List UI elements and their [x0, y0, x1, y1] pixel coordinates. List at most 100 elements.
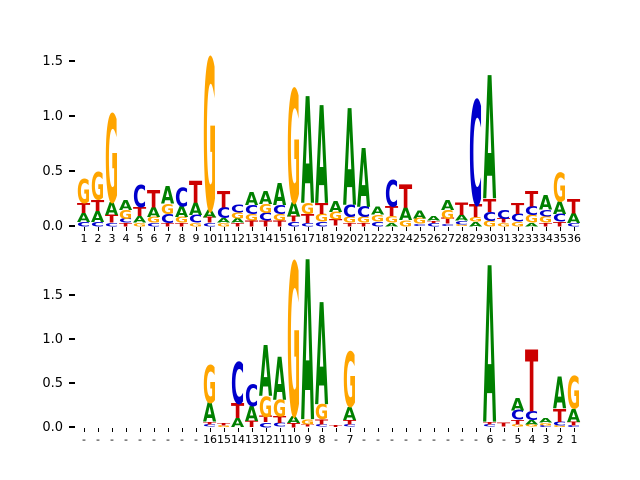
svg-text:G: G: [469, 217, 482, 224]
logo-letter-C: C: [231, 204, 244, 216]
x-tick-mark: [209, 227, 211, 231]
logo-letter-C: C: [427, 222, 440, 227]
svg-text:T: T: [147, 186, 161, 214]
svg-text:G: G: [203, 356, 216, 416]
svg-text:T: T: [259, 415, 273, 425]
logo-letter-A: A: [259, 188, 272, 209]
x-tick-mark: [251, 428, 253, 432]
logo-letter-C: C: [231, 351, 244, 417]
x-tick-mark: [111, 428, 113, 432]
x-tick-mark: [475, 428, 477, 432]
svg-text:A: A: [455, 214, 469, 223]
x-tick-mark: [349, 428, 351, 432]
svg-text:A: A: [343, 404, 356, 425]
svg-text:G: G: [231, 212, 244, 221]
svg-text:T: T: [231, 222, 244, 227]
svg-text:T: T: [259, 219, 273, 228]
svg-text:T: T: [217, 186, 230, 213]
logo-letter-A: A: [119, 197, 133, 213]
x-tick-mark: [167, 227, 169, 231]
logo-letter-C: C: [497, 207, 510, 221]
x-tick-mark: [209, 428, 211, 432]
x-tick-mark: [517, 227, 519, 231]
svg-text:A: A: [203, 398, 217, 428]
y-tick-mark: [69, 426, 75, 428]
svg-text:T: T: [161, 222, 174, 227]
x-tick-label: 13: [245, 432, 259, 446]
x-tick-mark: [531, 428, 533, 432]
logo-letter-C: C: [511, 212, 524, 224]
svg-text:A: A: [147, 204, 161, 220]
svg-text:A: A: [91, 208, 104, 225]
svg-text:T: T: [245, 420, 259, 430]
svg-text:G: G: [343, 338, 356, 425]
logo-letter-C: C: [147, 222, 160, 227]
svg-text:G: G: [511, 424, 524, 428]
x-tick-mark: [223, 227, 225, 231]
svg-text:T: T: [329, 425, 342, 428]
logo-letter-T: T: [525, 334, 538, 432]
logo-letter-C: C: [511, 407, 524, 423]
x-tick-label: 35: [553, 231, 567, 245]
x-tick-mark: [97, 428, 99, 432]
svg-text:G: G: [455, 223, 468, 226]
x-tick-mark: [377, 227, 379, 231]
x-tick-mark: [503, 227, 505, 231]
logo-letter-A: A: [427, 216, 441, 223]
svg-text:C: C: [245, 379, 258, 413]
logo-letter-G: G: [525, 213, 538, 225]
x-tick-label: 27: [441, 231, 455, 245]
logo-letter-C: C: [259, 211, 272, 223]
svg-text:G: G: [525, 213, 538, 225]
x-tick-mark: [391, 227, 393, 231]
logo-letter-T: T: [301, 212, 315, 226]
x-tick-mark: [447, 227, 449, 231]
svg-text:C: C: [357, 204, 370, 221]
svg-text:C: C: [441, 223, 454, 226]
svg-text:C: C: [385, 172, 398, 215]
logo-letter-G: G: [273, 395, 286, 422]
logo-letter-T: T: [329, 218, 343, 228]
logo-letter-C: C: [91, 221, 104, 228]
logo-letter-C: C: [315, 424, 328, 428]
logo-letter-C: C: [175, 183, 188, 213]
logo-letter-A: A: [357, 132, 370, 226]
logo-letter-T: T: [483, 421, 496, 425]
svg-text:T: T: [497, 423, 510, 428]
svg-text:G: G: [189, 222, 202, 227]
logo-letter-A: A: [301, 67, 314, 238]
logo-letter-A: A: [385, 222, 399, 227]
x-tick-label: -: [376, 432, 380, 446]
logo-letter-T: T: [497, 423, 510, 428]
x-tick-label: 1: [80, 231, 88, 245]
x-tick-mark: [195, 227, 197, 231]
svg-text:C: C: [273, 203, 286, 217]
x-tick-label: 7: [346, 432, 354, 446]
logo-letter-G: G: [539, 215, 552, 225]
svg-text:T: T: [497, 218, 511, 225]
svg-text:A: A: [119, 197, 133, 213]
logo-letter-A: A: [525, 222, 539, 227]
x-tick-label: -: [502, 432, 506, 446]
logo-letter-T: T: [231, 222, 244, 227]
x-tick-label: 24: [399, 231, 413, 245]
logo-letter-G: G: [245, 213, 258, 223]
logo-letter-C: C: [483, 209, 496, 223]
logo-letter-G: G: [147, 216, 160, 225]
logo-letter-T: T: [469, 201, 483, 222]
logo-letter-C: C: [343, 424, 356, 428]
logo-letter-T: T: [427, 220, 440, 223]
x-tick-mark: [391, 428, 393, 432]
x-tick-label: 5: [514, 432, 522, 446]
logo-letter-T: T: [175, 222, 188, 227]
svg-text:T: T: [483, 196, 497, 217]
logo-letter-G: G: [371, 214, 384, 224]
svg-text:C: C: [567, 222, 580, 227]
svg-text:A: A: [413, 209, 427, 221]
x-tick-label: 7: [164, 231, 172, 245]
svg-text:T: T: [567, 196, 580, 218]
svg-text:A: A: [175, 204, 188, 221]
y-tick-mark: [69, 338, 75, 340]
svg-text:T: T: [175, 222, 188, 227]
